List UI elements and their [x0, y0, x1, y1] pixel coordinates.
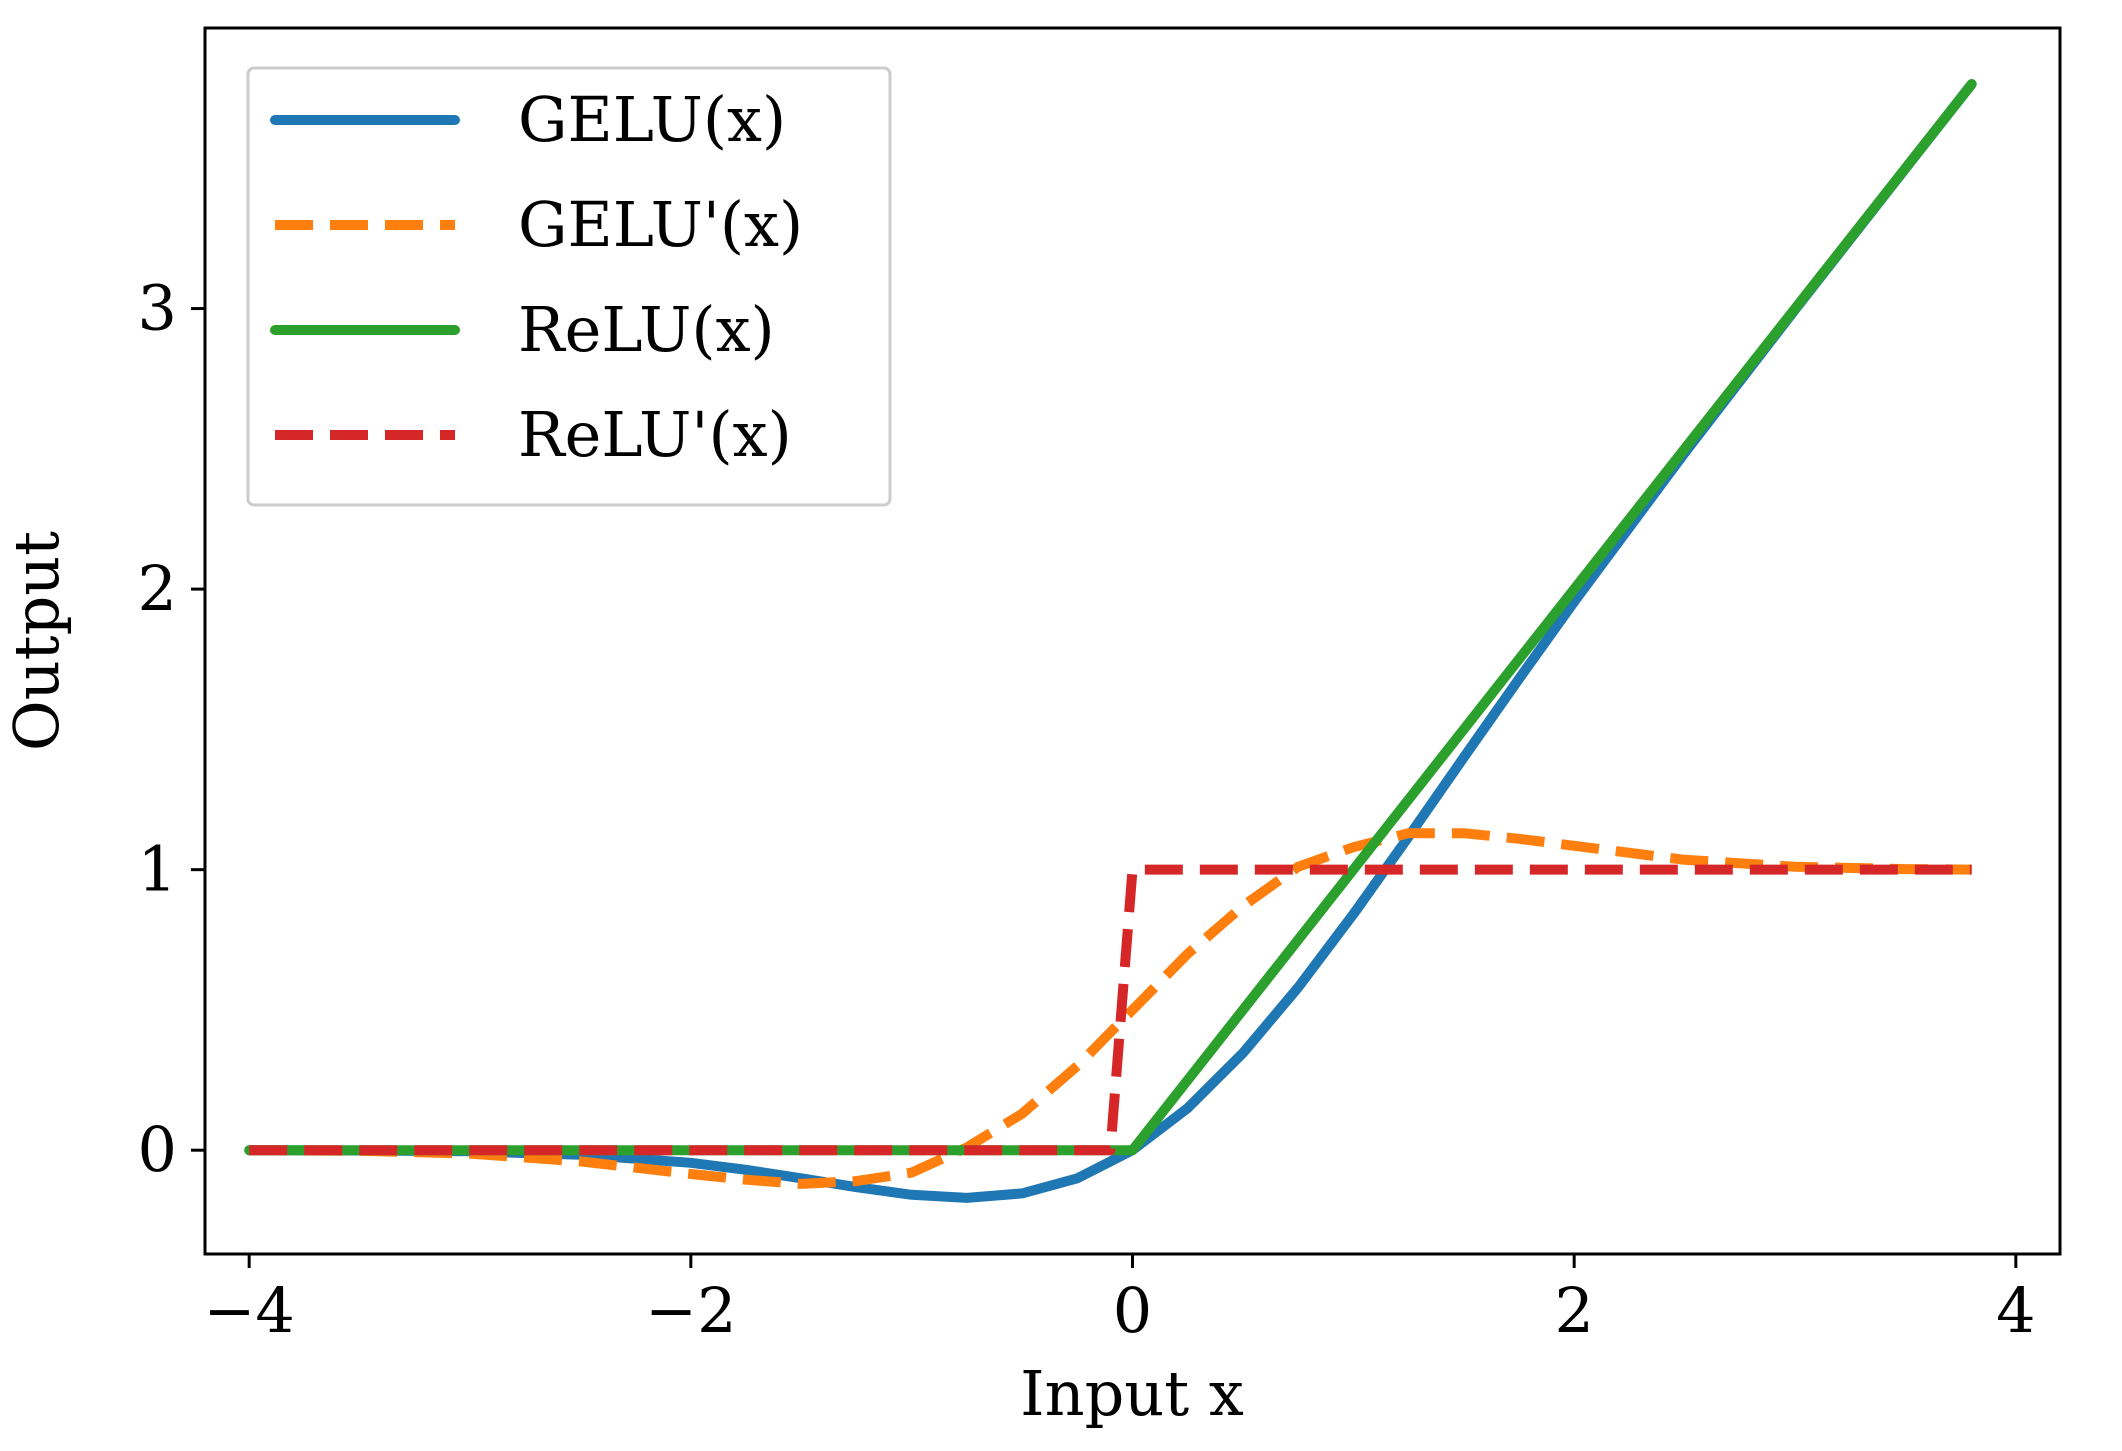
- y-tick-label: 3: [138, 272, 177, 345]
- y-axis-title: Output: [0, 531, 73, 751]
- series-line-1: [249, 828, 1972, 1189]
- x-axis-title: Input x: [1020, 1357, 1244, 1430]
- x-tick-label: −4: [203, 1274, 294, 1347]
- x-tick-label: 4: [1996, 1274, 2035, 1347]
- y-tick-label: 1: [138, 833, 177, 906]
- legend-entries: GELU(x) GELU'(x) ReLU(x) ReLU'(x): [270, 83, 803, 471]
- y-tick-label: 2: [138, 552, 177, 625]
- series-line-3: [249, 864, 1972, 1156]
- legend: GELU(x) GELU'(x) ReLU(x) ReLU'(x): [246, 66, 892, 507]
- ticks-layer: −4 −2 0 2 4 0 1 2 3: [138, 272, 2036, 1347]
- legend-label-2: ReLU(x): [518, 293, 775, 366]
- x-tick-label: 0: [1113, 1274, 1152, 1347]
- legend-box: [246, 66, 892, 507]
- x-tick-label: 2: [1554, 1274, 1593, 1347]
- legend-label-1: GELU'(x): [518, 188, 803, 261]
- series-layer: [244, 79, 1977, 1203]
- legend-label-3: ReLU'(x): [518, 398, 792, 471]
- legend-label-0: GELU(x): [518, 83, 786, 156]
- y-tick-label: 0: [138, 1113, 177, 1186]
- x-tick-label: −2: [645, 1274, 736, 1347]
